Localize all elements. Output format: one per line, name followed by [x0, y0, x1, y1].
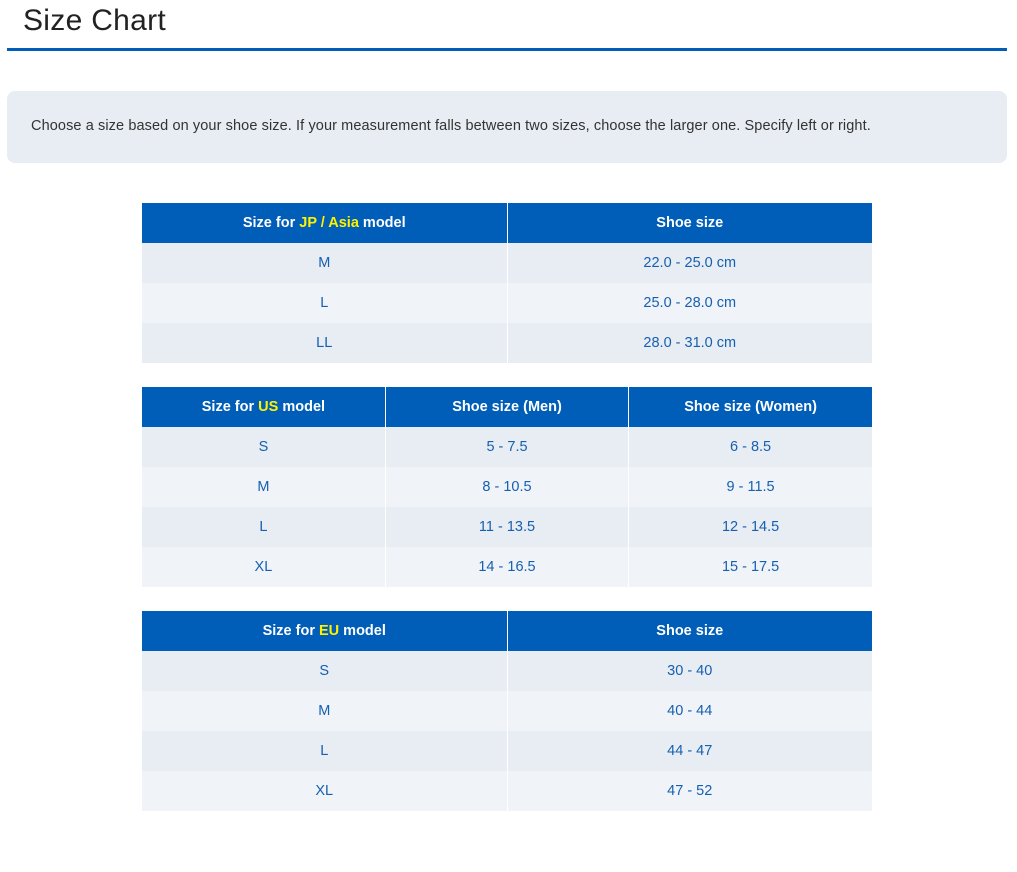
column-header: Shoe size (Men): [385, 387, 630, 427]
size-cell: XL: [142, 771, 508, 811]
size-cell: L: [142, 283, 508, 323]
size-cell: M: [142, 467, 386, 507]
shoe-size-cell: 6 - 8.5: [628, 427, 872, 467]
column-header: Shoe size: [507, 203, 872, 243]
shoe-size-cell: 15 - 17.5: [628, 547, 872, 587]
header-text: Shoe size (Men): [452, 399, 562, 415]
shoe-size-cell: 44 - 47: [507, 731, 872, 771]
table-row: S 30 - 40: [142, 651, 872, 691]
column-header: Shoe size (Women): [628, 387, 872, 427]
table-row: L 11 - 13.5 12 - 14.5: [142, 507, 872, 547]
size-cell: M: [142, 243, 508, 283]
size-cell: S: [142, 651, 508, 691]
header-text: Shoe size: [656, 215, 724, 231]
shoe-size-cell: 28.0 - 31.0 cm: [507, 323, 872, 363]
page-title: Size Chart: [23, 4, 167, 37]
size-cell: M: [142, 691, 508, 731]
column-header: Shoe size: [507, 611, 872, 651]
header-text: Size for: [201, 399, 259, 415]
header-row: Size for US model Shoe size (Men) Shoe siz…: [142, 387, 872, 427]
shoe-size-cell: 25.0 - 28.0 cm: [507, 283, 872, 323]
header-row: Size for EU model Shoe size: [142, 611, 872, 651]
shoe-size-cell: 14 - 16.5: [385, 547, 630, 587]
page-header: Size Chart: [7, 0, 1007, 51]
column-header: Size for US model: [142, 387, 386, 427]
header-text-suffix: model: [339, 623, 386, 639]
shoe-size-cell: 12 - 14.5: [628, 507, 872, 547]
table-row: M 40 - 44: [142, 691, 872, 731]
table-row: L 25.0 - 28.0 cm: [142, 283, 872, 323]
shoe-size-cell: 5 - 7.5: [385, 427, 630, 467]
info-text: Choose a size based on your shoe size. I…: [31, 118, 871, 134]
header-text-suffix: model: [278, 399, 326, 415]
table-row: L 44 - 47: [142, 731, 872, 771]
shoe-size-cell: 22.0 - 25.0 cm: [507, 243, 872, 283]
size-cell: L: [142, 507, 386, 547]
info-box: Choose a size based on your shoe size. I…: [7, 91, 1007, 163]
table-row: XL 14 - 16.5 15 - 17.5: [142, 547, 872, 587]
header-highlight: JP / Asia: [299, 215, 359, 231]
size-cell: S: [142, 427, 386, 467]
size-cell: XL: [142, 547, 386, 587]
header-text: Shoe size (Women): [684, 399, 817, 415]
table-row: M 22.0 - 25.0 cm: [142, 243, 872, 283]
shoe-size-cell: 47 - 52: [507, 771, 872, 811]
column-header: Size for JP / Asia model: [142, 203, 508, 243]
shoe-size-cell: 9 - 11.5: [628, 467, 872, 507]
size-table-us: Size for US model Shoe size (Men) Shoe siz…: [142, 387, 872, 587]
table-row: XL 47 - 52: [142, 771, 872, 811]
shoe-size-cell: 30 - 40: [507, 651, 872, 691]
column-header: Size for EU model: [142, 611, 508, 651]
table-row: LL 28.0 - 31.0 cm: [142, 323, 872, 363]
header-text-suffix: model: [358, 215, 406, 231]
size-cell: L: [142, 731, 508, 771]
size-table-eu: Size for EU model Shoe size S 30 - 40 M 40 - …: [142, 611, 872, 811]
shoe-size-cell: 40 - 44: [507, 691, 872, 731]
header-highlight: EU: [319, 623, 340, 639]
header-text: Shoe size: [656, 623, 724, 639]
size-cell: LL: [142, 323, 508, 363]
shoe-size-cell: 11 - 13.5: [385, 507, 630, 547]
header-text: Size for: [242, 215, 300, 231]
header-highlight: US: [258, 399, 279, 415]
header-row: Size for JP / Asia model Shoe size: [142, 203, 872, 243]
size-table-jp-asia: Size for JP / Asia model Shoe size M 22.0 -…: [142, 203, 872, 363]
header-text: Size for: [262, 623, 319, 639]
shoe-size-cell: 8 - 10.5: [385, 467, 630, 507]
